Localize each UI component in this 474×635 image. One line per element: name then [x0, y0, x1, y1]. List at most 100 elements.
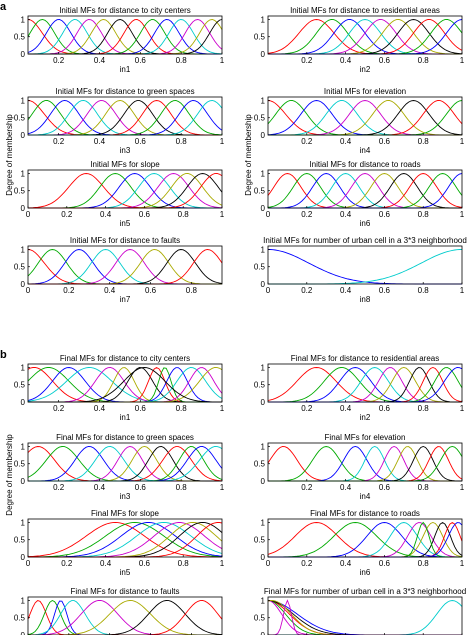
subplot-title: Initial MFs for distance to city centers	[59, 6, 191, 15]
axes-frame	[267, 96, 463, 136]
mf-curve-7	[28, 249, 223, 285]
subplot-title: Initial MFs for elevation	[324, 87, 406, 96]
mf-curve-6	[28, 367, 222, 403]
mf-curve-1	[27, 367, 222, 403]
y-tick-label: 0.5	[14, 614, 26, 623]
subplot-title: Final MFs for distance to roads	[310, 509, 420, 518]
y-tick-label: 0.5	[254, 33, 266, 42]
y-tick-label: 0	[261, 280, 266, 289]
x-tick-label: 1	[460, 56, 465, 65]
mf-curve-7	[28, 600, 223, 635]
x-tick-label: 0.6	[135, 56, 147, 65]
mf-curve-6	[268, 173, 462, 209]
mf-curve-7	[268, 100, 463, 136]
mf-curve-8	[28, 173, 223, 209]
x-tick-label: 0.2	[63, 286, 75, 295]
mf-curve-10	[28, 367, 222, 403]
subplot-in5-a: Initial MFs for slope 0 0.2 0.4 0.6 0.8 1 0 0.5 1…	[14, 160, 225, 228]
mf-curve-3	[268, 173, 462, 209]
y-tick-label: 0	[261, 631, 266, 635]
mf-curve-7	[268, 173, 462, 209]
mf-curve-14	[28, 367, 222, 403]
mf-curve-5	[28, 173, 223, 209]
axes-frame	[27, 96, 223, 136]
x-tick-label: 0	[266, 559, 271, 568]
x-axis-label: in6	[360, 219, 371, 228]
mf-curve-4	[27, 600, 222, 635]
x-tick-label: 0.8	[418, 286, 430, 295]
mf-curve-5	[268, 100, 462, 136]
y-axis-label-b: Degree of membership	[5, 434, 14, 516]
mf-curve-2	[27, 19, 222, 55]
subplot-title: Final MFs for distance to residential ar…	[291, 354, 440, 363]
subplot-in6-b: Final MFs for distance to roads 0 0.2 0.4 0.…	[254, 509, 465, 577]
mf-curve-1	[268, 249, 462, 285]
x-axis-label: in7	[120, 295, 131, 304]
x-tick-label: 0.4	[104, 286, 116, 295]
y-axis-label-a-right: Degree of membership	[244, 114, 253, 196]
mf-curve-2	[267, 173, 462, 209]
x-tick-label: 0.6	[379, 559, 391, 568]
x-tick-label: 0.2	[301, 483, 313, 492]
y-tick-label: 0.5	[254, 114, 266, 123]
mf-curve-3	[267, 600, 462, 635]
mf-curve-6	[267, 600, 462, 635]
y-tick-label: 0	[21, 280, 26, 289]
mf-curve-8	[268, 446, 463, 482]
axes-frame	[27, 442, 223, 482]
mf-curve-4	[268, 19, 462, 55]
mf-curve-2	[28, 173, 222, 209]
mf-curve-7	[28, 173, 223, 209]
x-tick-label: 0.6	[379, 210, 391, 219]
x-axis-label: in1	[120, 65, 131, 74]
mf-curve-1	[267, 19, 462, 55]
y-tick-label: 1	[261, 442, 266, 451]
mf-curve-12	[28, 367, 223, 403]
x-tick-label: 0.2	[53, 56, 65, 65]
mf-curve-4	[268, 100, 462, 136]
x-tick-label: 0.2	[301, 210, 313, 219]
x-tick-label: 0.4	[94, 404, 106, 413]
x-tick-label: 0	[26, 286, 31, 295]
x-axis-label: in4	[360, 146, 371, 155]
mf-curve-1	[27, 599, 222, 635]
x-tick-label: 0.6	[135, 483, 147, 492]
subplot-grid: Initial MFs for distance to city centers…	[14, 6, 467, 635]
mf-curve-5	[28, 367, 222, 403]
x-tick-label: 0.4	[340, 56, 352, 65]
x-tick-label: 0.4	[94, 56, 106, 65]
y-tick-label: 0.5	[254, 381, 266, 390]
y-tick-label: 0.5	[254, 263, 266, 272]
x-tick-label: 0.8	[176, 137, 188, 146]
y-tick-label: 0.5	[14, 187, 26, 196]
mf-curve-4	[267, 600, 462, 635]
mf-curve-9	[28, 367, 222, 403]
y-tick-label: 0.5	[14, 263, 26, 272]
subplot-title: Final MFs for elevation	[325, 433, 406, 442]
mf-curve-2	[268, 249, 462, 285]
x-tick-label: 0.6	[379, 286, 391, 295]
mf-curve-2	[268, 19, 462, 55]
x-tick-label: 1	[460, 210, 465, 219]
x-tick-label: 0.8	[418, 56, 430, 65]
mf-curve-9	[268, 367, 463, 403]
panel-a-label: a	[0, 1, 7, 13]
x-axis-label: in8	[360, 295, 371, 304]
mf-curve-3	[27, 100, 222, 136]
x-axis-label: in5	[120, 219, 131, 228]
mf-curve-6	[268, 19, 462, 55]
x-tick-label: 0.2	[301, 286, 313, 295]
y-tick-label: 0.5	[14, 536, 26, 545]
x-tick-label: 0.6	[135, 404, 147, 413]
mf-curve-2	[27, 249, 222, 285]
mf-curve-10	[268, 19, 463, 55]
mf-curve-9	[268, 173, 463, 209]
mf-curve-6	[268, 100, 462, 136]
x-tick-label: 0.2	[61, 210, 73, 219]
axes-frame	[27, 15, 223, 55]
subplot-in2-a: Initial MFs for distance to residential …	[254, 6, 465, 74]
x-tick-label: 1	[460, 559, 465, 568]
x-tick-label: 0.8	[178, 559, 190, 568]
subplot-in5-b: Final MFs for slope 0 0.2 0.4 0.6 0.8 1 0 0.5 1 in…	[14, 509, 225, 577]
subplot-in3-b: Final MFs for distance to green spaces 0.…	[14, 433, 225, 501]
